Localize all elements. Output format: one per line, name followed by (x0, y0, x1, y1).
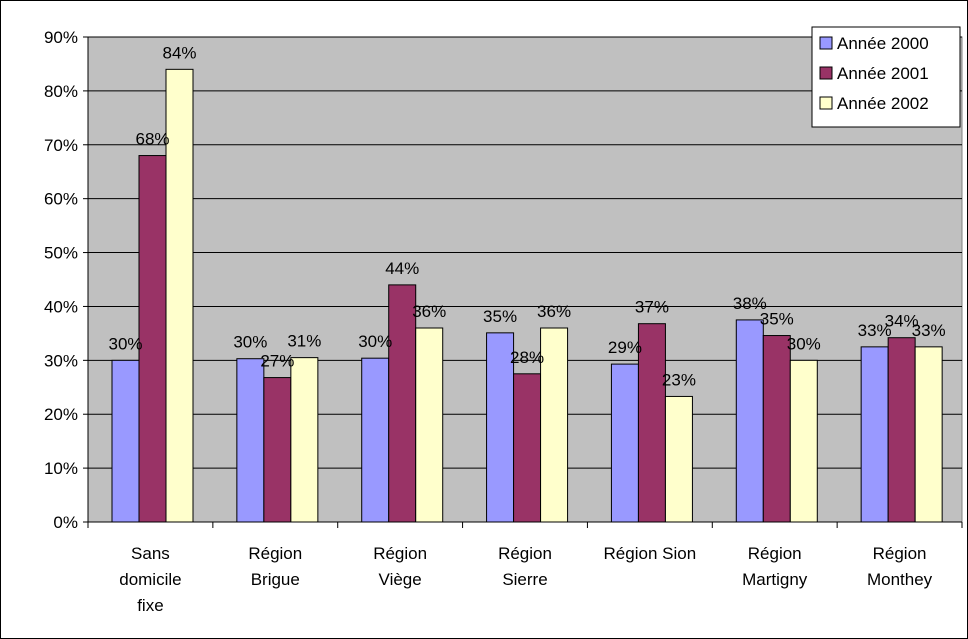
y-tick-label: 20% (44, 405, 78, 424)
bar (637, 323, 666, 523)
data-label: 34% (885, 312, 919, 331)
data-label: 35% (483, 307, 517, 326)
data-label: 30% (358, 332, 392, 351)
data-label: 84% (162, 43, 196, 62)
data-label: 44% (385, 259, 419, 278)
data-label: 36% (537, 302, 571, 321)
category-label: Sierre (502, 570, 547, 589)
data-label: 35% (760, 310, 794, 329)
bar (236, 358, 265, 523)
y-tick-label: 10% (44, 459, 78, 478)
y-tick-label: 90% (44, 28, 78, 47)
data-label: 30% (787, 334, 821, 353)
data-label: 33% (858, 321, 892, 340)
data-label: 29% (608, 338, 642, 357)
bar (388, 284, 417, 523)
category-label: Région (248, 544, 302, 563)
category-label: domicile (119, 570, 181, 589)
data-label: 37% (635, 298, 669, 317)
legend-swatch (819, 66, 833, 80)
bar (735, 319, 764, 523)
bar (486, 332, 515, 523)
y-tick-label: 50% (44, 244, 78, 263)
bar (361, 357, 390, 523)
data-label: 30% (108, 334, 142, 353)
legend-label: Année 2002 (837, 94, 929, 113)
data-label: 31% (287, 332, 321, 351)
data-label: 38% (733, 294, 767, 313)
bar (860, 346, 889, 523)
legend-swatch (819, 36, 833, 50)
y-tick-label: 30% (44, 351, 78, 370)
bar (290, 357, 319, 523)
category-label: Région Sion (604, 544, 697, 563)
bar (789, 359, 818, 523)
data-label: 30% (233, 333, 267, 352)
bar (138, 155, 167, 523)
legend-box (811, 26, 961, 128)
data-label: 27% (260, 352, 294, 371)
data-label: 68% (135, 130, 169, 149)
category-label: Martigny (742, 570, 808, 589)
category-label: Monthey (867, 570, 933, 589)
bar (263, 377, 292, 523)
category-label: Brigue (251, 570, 300, 589)
category-label: Région (873, 544, 927, 563)
y-tick-label: 60% (44, 190, 78, 209)
legend-swatch (819, 96, 833, 110)
category-label: fixe (137, 596, 163, 615)
category-label: Région (373, 544, 427, 563)
legend-label: Année 2001 (837, 64, 929, 83)
category-label: Sans (131, 544, 170, 563)
y-tick-label: 80% (44, 82, 78, 101)
bar (914, 346, 943, 523)
category-label: Viège (379, 570, 422, 589)
legend-label: Année 2000 (837, 34, 929, 53)
bar (762, 335, 791, 523)
bar (165, 68, 194, 523)
bar (513, 373, 542, 523)
bar (664, 395, 693, 523)
y-tick-label: 40% (44, 297, 78, 316)
y-tick-label: 70% (44, 136, 78, 155)
bar (887, 337, 916, 523)
data-label: 23% (662, 370, 696, 389)
category-label: Région (498, 544, 552, 563)
y-tick-label: 0% (53, 513, 78, 532)
bar (415, 327, 444, 523)
bar (540, 327, 569, 523)
data-label: 36% (412, 302, 446, 321)
bar (111, 359, 140, 523)
data-label: 33% (912, 321, 946, 340)
data-label: 28% (510, 348, 544, 367)
bar (610, 363, 639, 523)
category-label: Région (748, 544, 802, 563)
